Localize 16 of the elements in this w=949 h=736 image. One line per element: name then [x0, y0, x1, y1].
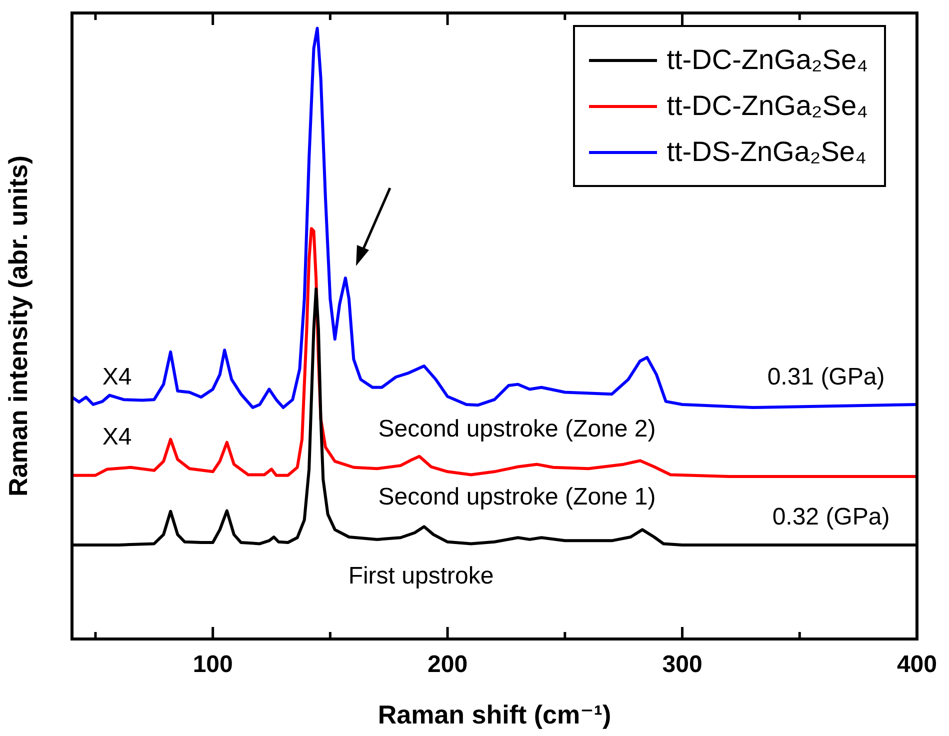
annotation: Second upstroke (Zone 1) [378, 484, 656, 511]
legend-label: tt-DC-ZnGa₂Se₄ [666, 90, 868, 122]
annotation: X4 [102, 424, 132, 451]
x-axis-title: Raman shift (cm⁻¹) [378, 700, 612, 730]
legend-label: tt-DC-ZnGa₂Se₄ [666, 44, 868, 76]
x-tick-label: 300 [662, 651, 702, 678]
x-tick-label: 400 [896, 651, 937, 678]
x-tick-label: 100 [192, 651, 233, 678]
legend-label: tt-DS-ZnGa₂Se₄ [666, 136, 866, 168]
x-tick-label: 200 [428, 651, 468, 678]
annotation: X4 [102, 364, 132, 391]
annotation: First upstroke [348, 562, 494, 590]
annotation: 0.31 (GPa) [767, 364, 885, 391]
y-axis-title: Raman intensity (abr. units) [2, 156, 33, 496]
annotation: 0.32 (GPa) [772, 504, 890, 531]
annotation: Second upstroke (Zone 2) [378, 416, 656, 443]
